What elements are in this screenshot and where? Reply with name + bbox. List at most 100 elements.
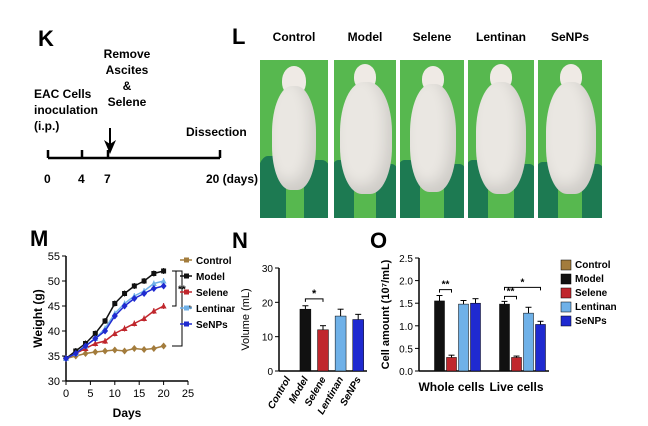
m-point-control [150, 345, 157, 352]
o-legend-swatch-lentinan [560, 301, 572, 313]
n-y-tick-label: 10 [262, 333, 274, 344]
m-point-control [102, 347, 109, 355]
m-point-control [131, 345, 138, 352]
m-point-control [111, 346, 118, 354]
m-x-tick-label: 25 [182, 388, 194, 400]
o-bar-model [434, 300, 445, 372]
m-point-control [160, 342, 167, 350]
m-legend-marker-selene [184, 289, 189, 295]
o-bar-lentinan [523, 312, 534, 372]
m-point-model [161, 268, 167, 274]
m-point-selene [111, 330, 118, 336]
m-legend-label-selene: Selene [196, 288, 229, 299]
o-y-tick-label: 0.0 [399, 367, 413, 378]
m-point-senps [63, 355, 69, 362]
o-sig-whole-label: ** [442, 280, 450, 291]
timeline-dissection-label: Dissection [186, 125, 247, 139]
m-point-lentinan [150, 280, 157, 286]
m-legend-label-lentinan: Lentinan [196, 304, 235, 315]
m-point-model [102, 318, 108, 324]
photo-header-selene: Selene [412, 30, 452, 44]
m-y-tick-label: 50 [48, 276, 60, 288]
panel-label-o: O [370, 228, 388, 253]
m-point-senps [141, 290, 148, 297]
o-y-tick-label: 2.5 [399, 254, 413, 265]
o-legend-label-model: Model [575, 274, 604, 285]
o-bar-senps [470, 302, 481, 372]
m-point-selene [121, 325, 128, 331]
m-sig-bracket-1 [172, 270, 177, 307]
n-x-tick-label-control: Control [266, 375, 293, 411]
m-y-tick-label: 35 [48, 351, 60, 363]
o-legend-label-lentinan: Lentinan [575, 302, 617, 313]
o-bar-selene [511, 357, 522, 372]
timeline-label-0: 0 [44, 172, 51, 186]
m-legend-marker-control [184, 257, 189, 263]
panel-label-m: M [30, 226, 49, 251]
n-y-tick-label: 20 [262, 298, 274, 309]
timeline-label-7: 7 [104, 172, 111, 186]
m-point-selene [141, 315, 148, 321]
o-legend-label-control: Control [575, 260, 611, 271]
m-legend-label-senps: SeNPs [196, 320, 228, 331]
o-y-tick-label: 1.5 [399, 299, 413, 310]
m-point-lentinan [160, 278, 167, 284]
timeline-graphic [46, 128, 222, 160]
m-y-tick-label: 45 [48, 301, 60, 313]
o-sig-live-senps-label: * [521, 277, 525, 288]
photo-header-lentinan: Lentinan [476, 30, 526, 44]
mouse-photo-senps [538, 60, 602, 218]
o-legend-label-selene: Selene [575, 288, 608, 299]
panel-label-l: L [232, 24, 246, 49]
m-point-senps [82, 342, 89, 350]
o-y-tick-label: 0.5 [399, 344, 413, 355]
mouse-photo-lentinan [468, 60, 534, 218]
n-y-tick-label: 0 [267, 367, 273, 378]
m-x-tick-label: 20 [157, 388, 169, 400]
o-bar-senps [535, 324, 546, 372]
m-legend-marker-lentinan [184, 305, 189, 311]
timeline-inoculation-label: EAC Cells inoculation (i.p.) [34, 87, 98, 133]
m-y-tick-label: 55 [48, 251, 60, 263]
o-legend-swatch-control [560, 259, 572, 271]
m-x-tick-label: 5 [87, 388, 93, 400]
m-y-tick-label: 40 [48, 326, 60, 338]
o-legend-swatch-model [560, 273, 572, 285]
m-point-selene [131, 320, 138, 326]
o-y-tick-label: 1.0 [399, 322, 413, 333]
m-point-senps [160, 282, 167, 290]
m-point-senps [102, 327, 109, 335]
timeline-remove-label: Remove Ascites & Selene [103, 47, 151, 109]
m-point-senps [92, 335, 99, 342]
o-bar-model [499, 303, 510, 372]
m-point-model [92, 331, 98, 336]
m-point-control [92, 348, 99, 356]
n-bar-senps [352, 319, 364, 372]
timeline-label-20: 20 (days) [206, 172, 259, 186]
o-legend-label-senps: SeNPs [575, 316, 607, 327]
n-sig-bracket [304, 298, 324, 302]
mouse-photo-selene [400, 60, 464, 218]
m-point-model [122, 291, 128, 296]
m-point-senps [72, 350, 79, 357]
m-point-senps [111, 312, 118, 320]
o-bar-lentinan [458, 303, 469, 372]
timeline-label-4: 4 [78, 172, 85, 186]
o-sig-live-selene-label: ** [507, 286, 515, 297]
m-point-selene [150, 308, 157, 314]
n-bar-selene [317, 329, 329, 372]
m-x-tick-label: 10 [109, 388, 121, 400]
m-point-senps [131, 295, 138, 302]
m-point-model [151, 271, 157, 276]
photo-header-model: Model [347, 30, 383, 44]
panel-label-k: K [38, 26, 54, 51]
mouse-photo-control [260, 60, 328, 218]
m-x-tick-label: 15 [133, 388, 145, 400]
m-legend-label-model: Model [196, 272, 225, 283]
m-point-senps [150, 285, 157, 292]
m-legend-marker-senps [184, 321, 189, 327]
m-x-axis-title: Days [113, 406, 142, 420]
m-y-tick-label: 30 [48, 376, 60, 388]
m-point-control [82, 350, 89, 357]
o-sig-live-selene-bracket [504, 295, 517, 300]
